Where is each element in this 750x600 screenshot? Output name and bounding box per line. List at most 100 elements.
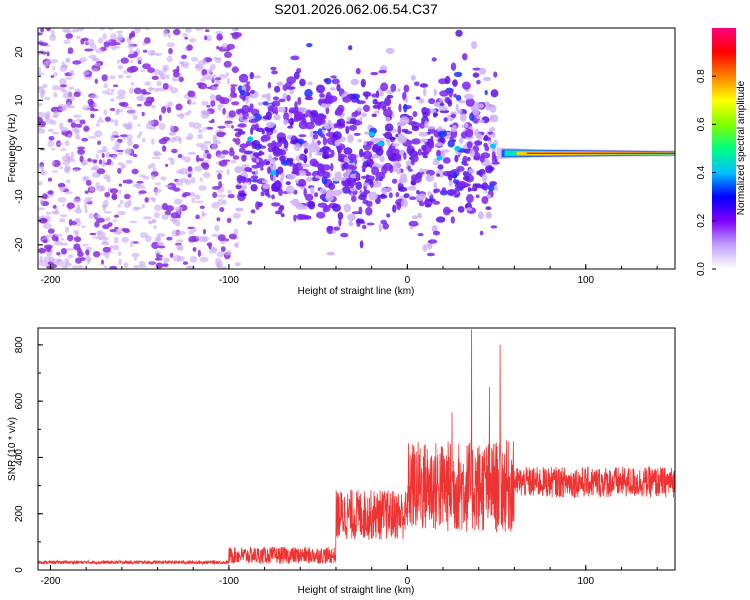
spectrogram-blob	[204, 149, 209, 154]
spectrogram-blob	[298, 214, 309, 220]
spectrogram-blob	[134, 28, 141, 34]
spectrogram-blob	[295, 203, 306, 210]
spectrogram-blob	[350, 78, 359, 86]
spectrogram-blob	[53, 72, 58, 77]
spectrogram-blob	[418, 201, 425, 207]
spectrogram-blob	[211, 247, 218, 252]
spectrogram-blob	[442, 206, 451, 216]
spectrogram-blob	[123, 70, 129, 75]
spectrogram-blob	[93, 251, 101, 258]
spectrogram-blob	[410, 154, 419, 163]
spectrogram-blob	[347, 134, 354, 143]
spectrogram-blob	[450, 125, 458, 133]
spectrogram-blob	[356, 107, 363, 112]
x-tick-label: -100	[219, 275, 239, 286]
spectrogram-blob	[401, 128, 409, 133]
y-tick-label: 200	[14, 505, 25, 522]
spectrogram-blob	[347, 153, 357, 161]
spectrogram-blob	[493, 71, 498, 78]
spectrogram-blob	[455, 94, 462, 101]
spectrogram-blob	[156, 80, 162, 87]
spectrogram-blob	[491, 151, 496, 159]
spectrogram-blob	[407, 185, 417, 191]
spectrogram-blob	[107, 88, 111, 91]
spectrogram-blob	[487, 184, 495, 192]
spectrogram-blob	[166, 236, 173, 241]
spectrogram-blob	[176, 113, 185, 117]
spectrogram-blob	[154, 87, 159, 93]
spectrogram-blob	[365, 200, 373, 207]
spectrogram-blob	[481, 173, 488, 183]
spectrogram-blob	[237, 123, 247, 128]
spectrogram-blob	[96, 119, 105, 123]
spectrogram-blob	[471, 41, 478, 50]
spectrogram-blob	[161, 76, 166, 80]
spectrogram-blob	[50, 266, 54, 269]
spectrogram-blob	[431, 57, 437, 62]
spectrogram-blob	[239, 112, 243, 122]
spectrogram-blob	[211, 233, 220, 237]
spectrogram-blob	[123, 229, 131, 234]
spectrogram-blob	[109, 265, 118, 269]
spectrogram-blob	[133, 87, 142, 95]
spectrogram-blob	[466, 183, 471, 187]
spectrogram-blob	[187, 90, 196, 98]
spectrogram-blob	[171, 229, 180, 237]
spectrogram-blob	[250, 89, 255, 94]
spectrogram-blob	[50, 75, 55, 78]
spectrogram-blob	[123, 193, 131, 200]
spectrogram-blob	[383, 108, 393, 117]
spectrogram-blob	[142, 175, 150, 180]
spectrogram-blob	[379, 91, 384, 97]
spectrogram-blob	[192, 227, 197, 233]
spectrogram-blob	[222, 107, 226, 115]
spectrogram-blob	[81, 225, 86, 228]
spectrogram-blob	[227, 189, 232, 195]
spectrogram-blob	[120, 57, 129, 64]
spectrogram-blob	[332, 131, 342, 140]
spectrogram-blob	[355, 181, 363, 190]
spectrogram-blob	[452, 79, 458, 87]
spectrogram-blob	[315, 84, 326, 94]
spectrogram-blob	[94, 62, 101, 67]
spectrogram-blob	[199, 205, 205, 209]
spectrogram-blob	[417, 212, 422, 219]
spectrogram-blob	[133, 257, 137, 261]
spectrogram-blob	[275, 180, 280, 187]
spectrogram-blob	[323, 122, 332, 130]
spectrogram-blob	[402, 91, 407, 101]
spectrogram-blob	[240, 184, 247, 191]
spectrogram-blob	[84, 190, 89, 194]
spectrogram-blob	[334, 140, 341, 147]
spectrogram-blob	[88, 54, 97, 59]
spectrogram-blob	[171, 148, 178, 154]
spectrogram-blob	[359, 116, 363, 122]
spectrogram-blob	[272, 149, 282, 157]
spectrogram-blob	[238, 192, 247, 197]
spectrogram-blob	[298, 134, 307, 138]
spectrogram-blob	[91, 58, 99, 62]
spectrogram-blob	[459, 137, 464, 144]
spectrogram-blob	[77, 28, 85, 32]
spectrogram-blob	[363, 140, 367, 146]
spectrogram-blob	[361, 112, 367, 118]
spectrogram-blob	[259, 145, 267, 149]
spectrogram-blob	[61, 61, 65, 69]
spectrogram-blob	[358, 206, 363, 215]
spectrogram-blob	[112, 154, 118, 160]
spectrogram-blob	[175, 103, 183, 111]
spectrogram-blob	[88, 213, 94, 219]
spectrogram-blob	[97, 140, 101, 145]
spectrogram-blob	[439, 103, 445, 106]
spectrogram-blob	[319, 188, 326, 195]
spectrogram-blob	[449, 124, 453, 128]
spectrogram-blob	[307, 81, 313, 86]
spectrogram-blob	[415, 96, 421, 100]
spectrogram-blob	[72, 129, 79, 133]
spectrogram-blob	[231, 32, 240, 40]
spectrogram-blob	[417, 233, 424, 237]
spectrogram-blob	[450, 129, 458, 139]
colorbar-tick-label: 0.8	[696, 69, 707, 83]
spectrogram-blob	[286, 173, 296, 180]
spectrogram-blob	[210, 86, 219, 90]
